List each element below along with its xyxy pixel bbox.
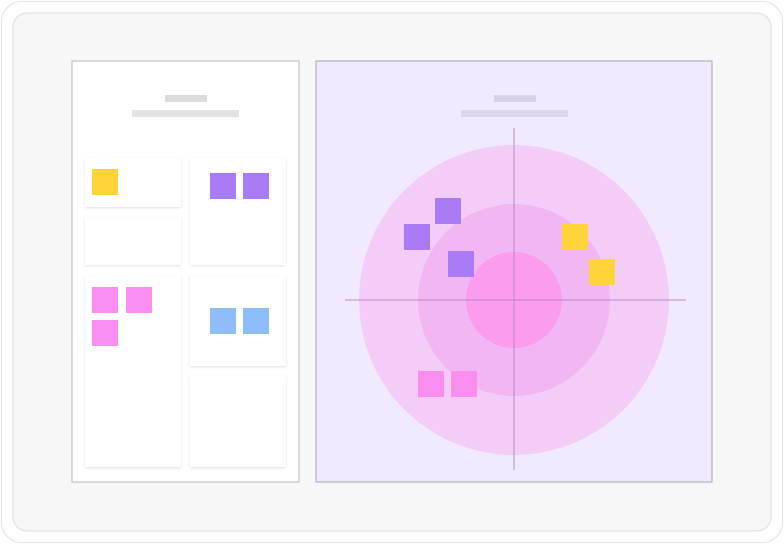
title-placeholder bbox=[494, 95, 536, 102]
sticky-note bbox=[92, 320, 118, 346]
card bbox=[190, 158, 286, 265]
right-board bbox=[315, 60, 713, 483]
sticky-note bbox=[448, 251, 474, 277]
subtitle-placeholder bbox=[132, 110, 239, 117]
card bbox=[190, 276, 286, 366]
sticky-note bbox=[243, 308, 269, 334]
card bbox=[190, 376, 286, 467]
title-placeholder bbox=[165, 95, 207, 102]
sticky-note bbox=[589, 259, 615, 285]
card bbox=[85, 217, 181, 265]
sticky-note bbox=[418, 371, 444, 397]
sticky-note bbox=[210, 308, 236, 334]
sticky-note bbox=[210, 173, 236, 199]
subtitle-placeholder bbox=[461, 110, 568, 117]
sticky-note bbox=[562, 224, 588, 250]
left-board bbox=[71, 60, 300, 483]
sticky-note bbox=[126, 287, 152, 313]
sticky-note bbox=[404, 224, 430, 250]
sticky-note bbox=[435, 198, 461, 224]
sticky-note bbox=[92, 287, 118, 313]
sticky-note bbox=[451, 371, 477, 397]
sticky-note bbox=[92, 169, 118, 195]
sticky-note bbox=[243, 173, 269, 199]
